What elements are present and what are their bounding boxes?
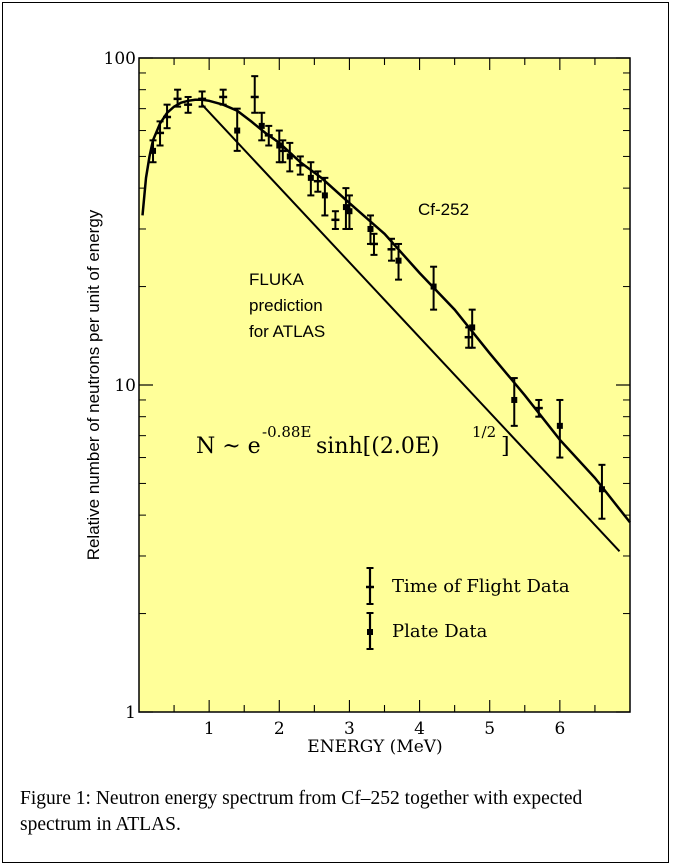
spectrum-formula: N ~ e -0.88E sinh[(2.0E) 1/2 ]: [196, 423, 510, 459]
legend-item: Plate Data: [366, 612, 488, 650]
cf252-curve-label: Cf-252: [418, 200, 469, 219]
x-tick-label: 2: [274, 719, 285, 739]
fluka-prediction-line: [201, 104, 621, 552]
tof-data-point: [387, 237, 396, 262]
x-tick-label: 1: [204, 719, 215, 739]
y-tick-label: 100: [104, 49, 136, 69]
tof-data-point: [264, 124, 273, 147]
legend-label: Plate Data: [392, 621, 488, 642]
tof-data-point: [163, 103, 172, 130]
formula-exponent: -0.88E: [262, 423, 311, 441]
plate-data-point: [430, 265, 438, 311]
plate-data-point: [345, 194, 353, 230]
formula-sinh: sinh[(2.0E): [316, 434, 439, 459]
x-tick-label: 3: [344, 719, 355, 739]
formula-base: N ~ e: [196, 434, 261, 459]
legend-item: Time of Flight Data: [366, 567, 570, 605]
plot-area: [138, 57, 631, 713]
tof-data-point: [313, 170, 322, 193]
plate-data-point: [556, 398, 564, 459]
plate-data-point: [275, 129, 283, 164]
y-axis-label: Relative number of neutrons per unit of …: [84, 209, 103, 560]
formula-close-bracket: ]: [501, 434, 510, 459]
plate-data-point: [258, 111, 266, 142]
tof-data-point: [156, 120, 165, 147]
tof-data-point: [184, 95, 193, 114]
tof-data-point: [250, 75, 259, 114]
x-axis-label: ENERGY (MeV): [307, 737, 442, 757]
x-tick-label: 5: [484, 719, 495, 739]
plate-data-point: [598, 463, 606, 520]
tof-data-point: [296, 155, 305, 176]
chart: 1 10 100 1 2 3 4 5 6 Relative number of neutrons…: [84, 49, 631, 757]
fluka-label-line2: prediction: [249, 296, 323, 315]
tof-data-point: [534, 398, 543, 418]
formula-exponent-2: 1/2: [472, 423, 496, 441]
legend-label: Time of Flight Data: [392, 576, 570, 597]
fluka-label-line3: for ATLAS: [249, 322, 325, 341]
x-tick-label: 4: [414, 719, 425, 739]
plate-data-point: [510, 377, 518, 427]
legend: Time of Flight Data Plate Data: [366, 567, 570, 650]
figure-caption: Figure 1: Neutron energy spectrum from C…: [20, 788, 583, 835]
tof-data-point: [198, 90, 207, 108]
tof-data-point: [219, 88, 228, 106]
y-tick-label: 10: [114, 376, 136, 396]
x-tick-label: 6: [554, 719, 565, 739]
plate-data-point: [149, 139, 157, 164]
plate-data-point: [366, 214, 374, 245]
fluka-label-line1: FLUKA: [249, 270, 304, 289]
plate-data-point: [468, 308, 476, 349]
plate-data-point: [307, 161, 315, 197]
plate-data-point: [233, 107, 241, 152]
plate-data-point: [286, 141, 294, 173]
y-tick-label: 1: [125, 703, 136, 723]
tof-data-point: [331, 210, 340, 230]
tof-data-point: [173, 88, 182, 108]
plate-data-point: [395, 242, 403, 281]
plate-data-point: [321, 176, 329, 217]
